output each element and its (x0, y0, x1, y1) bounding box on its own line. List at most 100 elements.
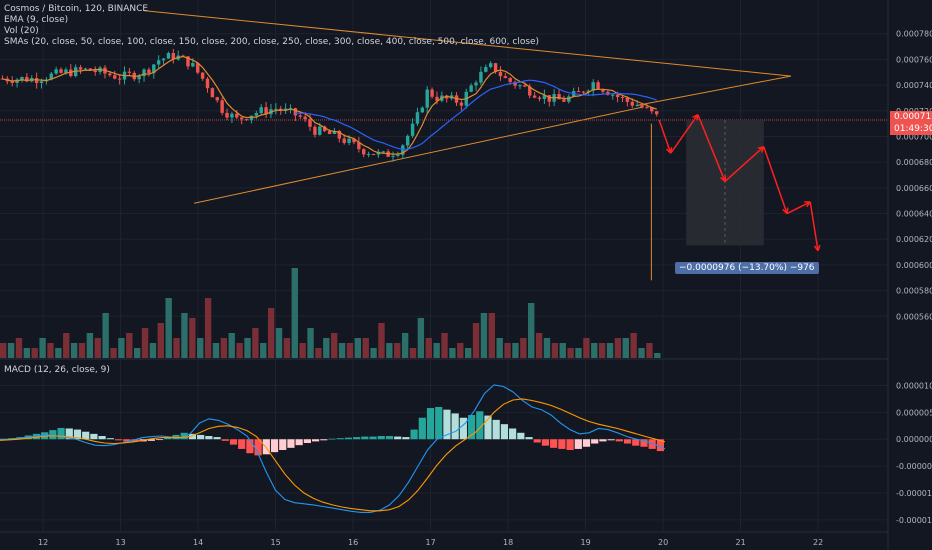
candle-body (381, 151, 385, 153)
candle-body (127, 71, 132, 73)
chart-title[interactable]: Cosmos / Bitcoin, 120, BINANCE (4, 4, 149, 14)
volume-bar (157, 323, 164, 358)
candle-body (342, 138, 346, 143)
time-tick-label: 19 (581, 538, 591, 547)
volume-bar (63, 333, 70, 358)
candle-body (152, 64, 156, 74)
countdown-value: 01:49:30 (894, 124, 932, 134)
candle-body (156, 60, 161, 65)
current-price-value: 0.0007128 (894, 112, 932, 122)
volume-bar (23, 348, 31, 358)
macd-histogram-bar (287, 439, 295, 448)
candle-body (620, 97, 625, 99)
candle-body (347, 138, 351, 143)
volume-bar (244, 338, 251, 358)
candle-body (10, 81, 14, 83)
macd-histogram-bar (476, 411, 484, 440)
macd-histogram-bar (336, 438, 344, 440)
candle-body (479, 71, 483, 83)
macd-histogram-bar (197, 434, 205, 440)
macd-histogram-bar (451, 413, 459, 440)
ema-legend[interactable]: EMA (9, close) (4, 15, 69, 25)
candle-body (259, 107, 263, 114)
candle-body (137, 76, 141, 80)
macd-histogram-bar (123, 439, 131, 442)
candle-body (15, 79, 19, 83)
volume-bar (417, 318, 425, 358)
macd-histogram-bar (114, 439, 123, 441)
candle-body (532, 95, 537, 98)
candle-body (445, 95, 449, 99)
candle-body (352, 138, 356, 143)
macd-histogram-bar (418, 417, 426, 440)
macd-legend[interactable]: MACD (12, 26, close, 9) (4, 365, 110, 375)
volume-bar (291, 268, 298, 358)
macd-histogram-bar (303, 439, 311, 444)
candle-body (166, 53, 171, 59)
signal-line (0, 398, 666, 512)
candle-body (49, 73, 53, 80)
macd-histogram-bar (410, 429, 418, 440)
sma-legend[interactable]: SMAs (20, close, 50, close, 100, close, … (4, 37, 540, 47)
volume-bar (520, 338, 527, 358)
volume-bar (228, 333, 235, 358)
volume-bars (0, 268, 661, 358)
candle-body (142, 69, 146, 77)
macd-histogram-bar (41, 432, 49, 440)
volume-bar (622, 338, 629, 358)
macd-histogram-bar (656, 439, 664, 452)
macd-histogram-bar (574, 439, 582, 449)
volume-bar (197, 338, 204, 358)
macd-histogram-bar (459, 417, 467, 440)
volume-bar (31, 348, 38, 358)
candle-body (518, 85, 522, 87)
volume-bar (433, 343, 440, 358)
macd-histogram-bar (90, 433, 98, 440)
candle-body (337, 130, 342, 139)
volume-bar (181, 313, 188, 358)
volume-bar (260, 343, 267, 358)
volume-bar (591, 343, 598, 358)
vol-legend[interactable]: Vol (20) (4, 26, 39, 36)
candle-body (220, 100, 224, 113)
candle-body (430, 89, 434, 97)
volume-bar (133, 348, 141, 358)
volume-bar (94, 338, 101, 358)
time-tick-label: 17 (426, 538, 436, 547)
volume-bar (275, 328, 283, 358)
candle-body (34, 78, 39, 83)
volume-bar (315, 348, 322, 358)
volume-bar (496, 338, 503, 358)
trendline-lower (194, 106, 644, 204)
candle-body (171, 53, 176, 60)
macd-histogram-bar (377, 436, 385, 440)
projection-path[interactable] (658, 113, 821, 252)
macd-histogram-bar (205, 436, 213, 440)
time-tick-label: 13 (116, 538, 126, 547)
volume-bar (267, 308, 275, 358)
candle-body (303, 116, 307, 120)
countdown-tag: 01:49:30 (890, 123, 932, 135)
projection-segment (763, 146, 788, 214)
macd-histogram-bar (509, 428, 517, 440)
moving-averages (2, 55, 657, 155)
macd-histogram-bar (57, 427, 65, 440)
macd-histogram-bar (591, 439, 599, 444)
macd-histogram-bar (599, 439, 607, 442)
candle-body (147, 69, 151, 74)
candle-body (88, 68, 93, 71)
candle-body (542, 95, 547, 99)
volume-bar (236, 343, 243, 358)
candle-body (493, 63, 498, 72)
candle-body (488, 63, 493, 68)
volume-bar (575, 348, 582, 358)
macd-histogram-bar (361, 436, 369, 440)
measure-box[interactable] (686, 120, 764, 246)
candle-body (654, 111, 659, 115)
